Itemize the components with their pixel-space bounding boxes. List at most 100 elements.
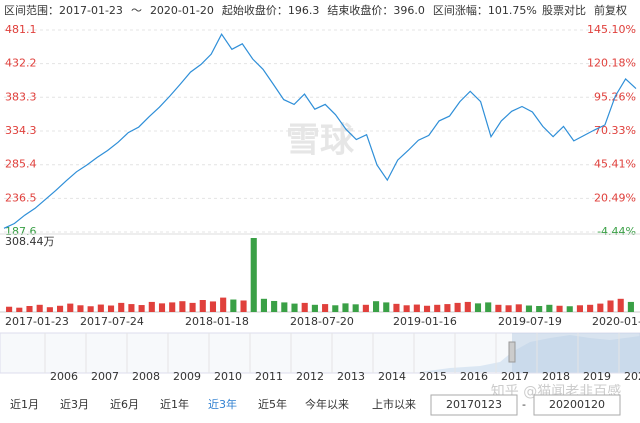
volume-bar (566, 306, 573, 312)
volume-bar (220, 297, 227, 312)
navigator-year: 2012 (296, 370, 324, 383)
navigator-year: 2013 (337, 370, 365, 383)
volume-bar (57, 305, 64, 312)
volume-bar (485, 302, 492, 312)
x-tick-label: 2019-01-16 (393, 315, 457, 328)
y2-tick-label: -4.44% (597, 225, 636, 238)
volume-bar (16, 307, 23, 312)
volume-bar (250, 238, 257, 312)
volume-bar (434, 304, 441, 312)
volume-bar (199, 300, 206, 312)
y-tick-label: 334.3 (5, 124, 37, 137)
volume-bar (556, 305, 563, 312)
y-tick-label: 285.4 (5, 158, 37, 171)
volume-bar (607, 300, 614, 312)
volume-bar (403, 305, 410, 312)
volume-bar (26, 306, 33, 312)
watermark: 雪球 (286, 121, 355, 161)
volume-bar (46, 307, 53, 312)
y-tick-label: 187.6 (5, 225, 37, 238)
header-item: 区间范围： (4, 3, 59, 17)
volume-bar (342, 303, 349, 312)
volume-bar (505, 305, 512, 312)
range-button[interactable]: 上市以来 (372, 397, 416, 411)
volume-bar (413, 304, 420, 312)
volume-bar (281, 302, 288, 312)
range-button[interactable]: 今年以来 (305, 397, 349, 411)
volume-bar (128, 304, 135, 312)
volume-bar (444, 304, 451, 312)
volume-bar (617, 298, 624, 312)
volume-bar (373, 301, 380, 312)
volume-bar (454, 302, 461, 312)
volume-bar (536, 306, 543, 312)
navigator-year: 2011 (255, 370, 283, 383)
y-tick-label: 383.3 (5, 90, 37, 103)
y-tick-label: 236.5 (5, 191, 37, 204)
volume-bar (107, 305, 115, 312)
header-item: 起始收盘价： (222, 3, 288, 17)
navigator-year: 2014 (378, 370, 406, 383)
volume-bar (240, 300, 247, 312)
volume-bar (189, 302, 196, 312)
navigator-year: 2007 (91, 370, 119, 383)
date-input[interactable] (430, 394, 518, 416)
volume-bar (291, 303, 298, 312)
range-button[interactable]: 近1月 (10, 398, 39, 411)
navigator-window[interactable] (512, 333, 640, 373)
volume-bar (322, 304, 329, 312)
y-tick-label: 481.1 (5, 23, 37, 36)
navigator-year: 2008 (132, 370, 160, 383)
volume-bar (67, 303, 74, 312)
navigator-year: 2019 (583, 370, 611, 383)
volume-bar (495, 304, 502, 312)
navigator-year: 2016 (460, 370, 488, 383)
range-button[interactable]: 近1年 (160, 397, 189, 411)
navigator-year: 2018 (542, 370, 570, 383)
volume-bar (587, 304, 594, 312)
volume-bar (158, 303, 166, 312)
header-link[interactable]: 前复权 (594, 3, 627, 17)
volume-bar (464, 301, 471, 312)
volume-bar (546, 304, 553, 312)
volume-bar (6, 306, 13, 312)
volume-bar (332, 305, 339, 312)
y2-tick-label: 45.41% (594, 158, 636, 171)
y-tick-label: 432.2 (5, 57, 37, 70)
range-button[interactable]: 近5年 (258, 397, 287, 411)
volume-bar (77, 305, 84, 312)
date-input-text: 20200120 (549, 398, 605, 411)
volume-bar (179, 301, 186, 312)
volume-bar (525, 305, 533, 312)
x-tick-label: 2017-01-23 (5, 315, 69, 328)
volume-bar (138, 305, 145, 312)
range-button[interactable]: 近3月 (60, 398, 89, 411)
header-link[interactable]: 股票对比 (542, 3, 586, 17)
header-item: 2017-01-23 (59, 4, 123, 17)
navigator-handle[interactable] (508, 341, 516, 363)
volume-bar (97, 304, 104, 312)
volume-bar (311, 304, 318, 312)
x-tick-label: 2017-07-24 (80, 315, 144, 328)
date-input-text: 20170123 (446, 398, 502, 411)
volume-bar (393, 303, 400, 312)
navigator-year: 2006 (50, 370, 78, 383)
range-button[interactable]: 近3年 (208, 397, 237, 411)
navigator-year: 2017 (501, 370, 529, 383)
y2-tick-label: 20.49% (594, 191, 636, 204)
volume-bar (627, 301, 634, 312)
volume-bar (576, 305, 583, 312)
y2-tick-label: 120.18% (587, 57, 636, 70)
x-tick-label: 2018-01-18 (185, 315, 249, 328)
header-bar (0, 0, 640, 22)
volume-bar (148, 301, 155, 312)
y2-tick-label: 70.33% (594, 124, 636, 137)
volume-bar (271, 300, 278, 312)
navigator-year: 2009 (173, 370, 201, 383)
volume-bar (230, 299, 237, 312)
date-input[interactable] (533, 394, 621, 416)
volume-bar (383, 302, 390, 312)
volume-bar (597, 303, 604, 312)
range-button[interactable]: 近6月 (110, 398, 139, 411)
volume-max-label: 308.44万 (5, 235, 55, 248)
